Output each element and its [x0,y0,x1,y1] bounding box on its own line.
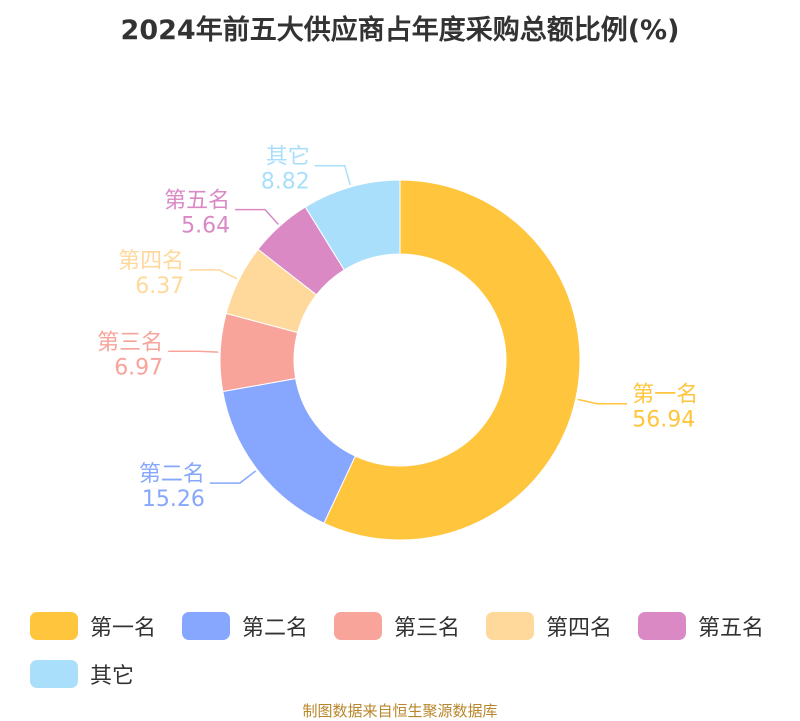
leader-line-3 [168,350,219,353]
legend-label: 其它 [90,664,135,689]
slice-value-5: 5.64 [181,214,230,239]
legend-item-2[interactable]: 第二名 [182,608,308,644]
chart-title: 2024年前五大供应商占年度采购总额比例(%) [120,15,680,46]
slice-value-4: 6.37 [135,274,184,299]
legend-swatch [182,612,230,640]
slice-value-6: 8.82 [261,170,310,195]
slice-1[interactable] [323,179,581,541]
legend-item-4[interactable]: 第四名 [486,608,612,644]
leader-line-5 [235,208,280,226]
data-source: 制图数据来自恒生聚源数据库 [302,702,498,720]
legend-label: 第三名 [394,616,461,641]
legend-label: 第一名 [90,616,157,641]
slice-label-5: 第五名 [164,189,230,214]
legend-item-6[interactable]: 其它 [30,656,134,692]
legend-label: 第五名 [698,616,765,641]
legend-item-3[interactable]: 第三名 [334,608,460,644]
legend-label: 第二名 [242,616,309,641]
slice-value-3: 6.97 [114,355,163,380]
legend-swatch [30,612,78,640]
slice-label-3: 第三名 [97,330,163,355]
legend-swatch [486,612,534,640]
leader-line-1 [577,398,628,405]
slice-label-2: 第二名 [139,462,205,487]
leader-line-4 [189,269,238,280]
legend-item-5[interactable]: 第五名 [638,608,764,644]
slice-label-6: 其它 [266,145,310,170]
leader-line-6 [314,164,351,186]
slice-value-1: 56.94 [632,408,695,433]
leader-line-2 [209,470,257,484]
slice-label-4: 第四名 [118,249,184,274]
slice-label-1: 第一名 [632,383,698,408]
legend-label: 第四名 [546,616,613,641]
slice-value-2: 15.26 [142,487,205,512]
slice-6[interactable] [304,179,401,271]
legend-swatch [334,612,382,640]
legend-swatch [30,660,78,688]
legend-swatch [638,612,686,640]
legend-item-1[interactable]: 第一名 [30,608,156,644]
